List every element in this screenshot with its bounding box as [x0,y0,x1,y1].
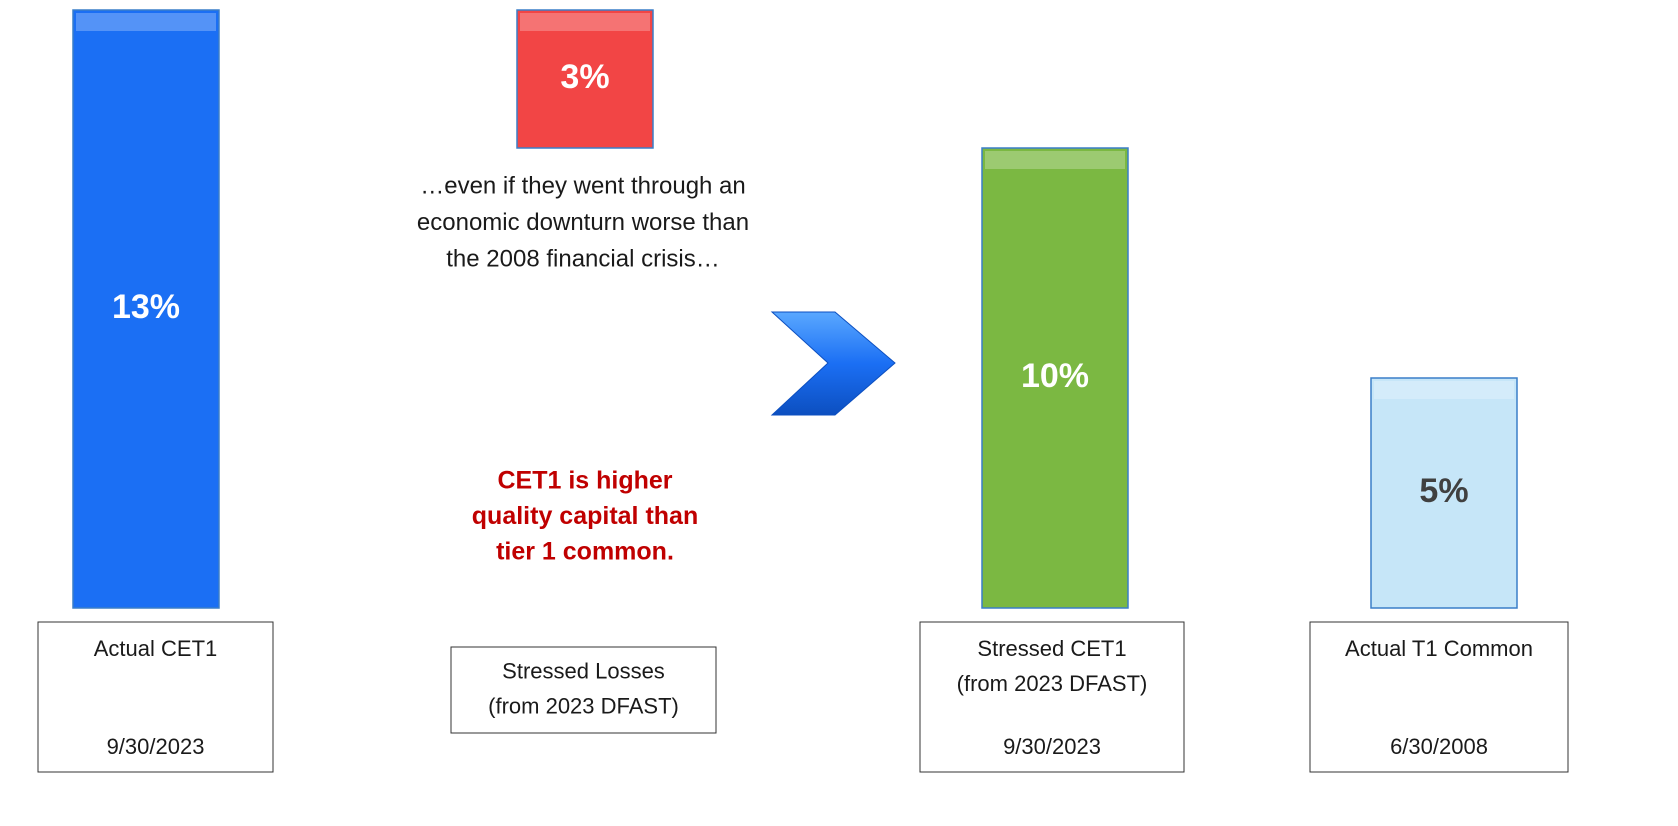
annotation: economic downturn worse than [417,209,749,236]
annotation: tier 1 common. [496,538,674,566]
value-label: 13% [112,288,180,326]
category-label: Actual T1 Common [1345,636,1533,661]
bar [516,9,654,149]
annotation: the 2008 financial crisis… [446,245,719,272]
date-label: 9/30/2023 [107,734,205,759]
date-label: 9/30/2023 [1003,734,1101,759]
category-label: (from 2023 DFAST) [488,693,679,718]
bar-highlight [985,151,1125,169]
annotation: …even if they went through an [420,172,746,199]
bar [981,147,1129,609]
bar [1370,377,1518,609]
label-box [1309,621,1569,773]
date-label: 6/30/2008 [1390,734,1488,759]
category-label: Stressed Losses [502,658,665,683]
label-box [919,621,1185,773]
arrow [770,311,896,416]
category-label: Stressed CET1 [977,636,1126,661]
bar-highlight [520,13,650,31]
label-box [37,621,274,773]
value-label: 10% [1021,357,1089,395]
value-label: 3% [560,58,609,96]
category-label: (from 2023 DFAST) [957,671,1148,696]
bar-highlight [76,13,216,31]
category-label: Actual CET1 [94,636,218,661]
annotation: CET1 is higher [497,467,672,495]
value-label: 5% [1419,472,1468,510]
label-box [450,646,717,734]
bar-highlight [1374,381,1514,399]
bar [72,9,220,609]
annotation: quality capital than [472,502,698,530]
